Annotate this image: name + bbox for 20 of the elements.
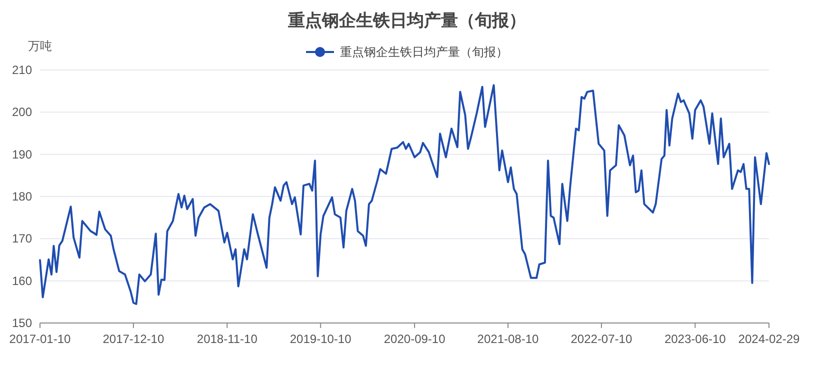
x-tick-label: 2018-11-10	[196, 332, 258, 346]
y-tick-label: 150	[12, 316, 32, 330]
line-series	[39, 84, 770, 306]
x-tick-label: 2022-07-10	[570, 332, 632, 346]
y-tick-label: 180	[12, 190, 32, 204]
y-tick-label: 210	[12, 63, 32, 77]
y-tick-label: 200	[12, 105, 32, 120]
y-tick-label: 170	[12, 232, 32, 246]
x-tick-label: 2023-06-10	[664, 332, 726, 346]
y-tick-label: 190	[12, 147, 32, 162]
x-tick-label: 2021-08-10	[477, 332, 540, 346]
y-tick-label: 160	[12, 274, 32, 288]
x-tick-label: 2017-12-10	[102, 332, 164, 346]
y-axis-title: 万吨	[28, 39, 52, 53]
chart-title: 重点钢企生铁日均产量（旬报）	[287, 11, 526, 30]
x-tick-label: 2019-10-10	[290, 332, 352, 346]
x-tick-label: 2017-01-10	[9, 332, 72, 346]
x-tick-label: 2020-09-10	[384, 332, 446, 346]
legend-label: 重点钢企生铁日均产量（旬报）	[340, 45, 508, 59]
x-tick-label: 2024-02-29	[738, 332, 800, 346]
